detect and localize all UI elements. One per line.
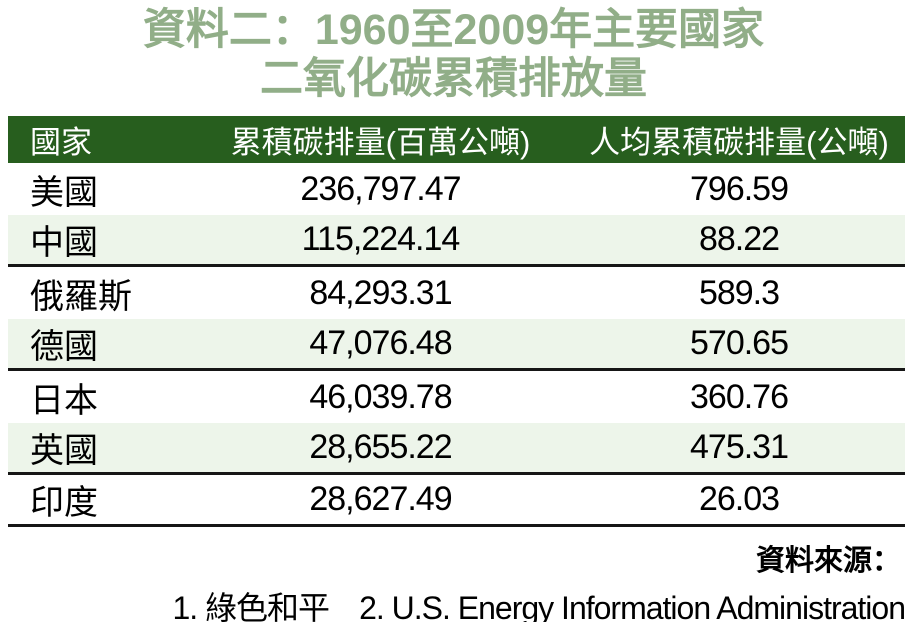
source-label: 資料來源：: [755, 545, 901, 577]
cell-country: 俄羅斯: [30, 277, 132, 316]
table-row: 印度 28,627.49 26.03: [8, 475, 905, 527]
cell-cumulative: 46,039.78: [309, 377, 452, 416]
column-header-per-capita: 人均累積碳排量(公噸): [589, 125, 889, 160]
cell-country: 德國: [30, 328, 98, 366]
table-row: 中國 115,224.14 88.22: [8, 215, 905, 267]
cell-per-capita: 360.76: [690, 377, 789, 416]
cell-per-capita: 570.65: [690, 324, 789, 362]
cell-cumulative: 115,224.14: [301, 220, 461, 258]
table-row: 俄羅斯 84,293.31 589.3: [8, 267, 905, 319]
cell-cumulative: 28,655.22: [309, 428, 452, 466]
column-header-country: 國家: [30, 125, 92, 160]
page-title-line2: 二氧化碳累積排放量: [260, 55, 647, 103]
table-header-row: 國家 累積碳排量(百萬公噸) 人均累積碳排量(公噸): [8, 116, 905, 163]
cell-per-capita: 26.03: [698, 480, 780, 518]
emissions-table: 國家 累積碳排量(百萬公噸) 人均累積碳排量(公噸) 美國 236,797.47…: [8, 116, 905, 527]
cell-cumulative: 236,797.47: [300, 169, 461, 208]
cell-per-capita: 475.31: [690, 428, 789, 466]
source-item-eia: 2. U.S. Energy Information Administratio…: [359, 590, 906, 622]
source-list: 1. 綠色和平 2. U.S. Energy Information Admini…: [0, 583, 907, 622]
cell-country: 中國: [30, 224, 98, 262]
table-row: 德國 47,076.48 570.65: [8, 319, 905, 371]
table-row: 英國 28,655.22 475.31: [8, 423, 905, 475]
column-header-cumulative: 累積碳排量(百萬公噸): [230, 125, 531, 160]
cell-cumulative: 47,076.48: [309, 324, 452, 362]
page-title: 資料二：1960至2009年主要國家 二氧化碳累積排放量: [0, 6, 907, 104]
cell-per-capita: 88.22: [698, 220, 780, 258]
cell-per-capita: 796.59: [690, 169, 789, 208]
cell-per-capita: 589.3: [698, 273, 780, 312]
source-item-greenpeace: 1. 綠色和平: [172, 590, 330, 622]
cell-cumulative: 28,627.49: [309, 480, 452, 518]
page: 資料二：1960至2009年主要國家 二氧化碳累積排放量 國家 累積碳排量(百萬…: [0, 6, 907, 622]
cell-cumulative: 84,293.31: [309, 273, 452, 312]
page-title-line1: 資料二：1960至2009年主要國家: [142, 6, 765, 54]
table-row: 日本 46,039.78 360.76: [8, 371, 905, 423]
cell-country: 日本: [30, 381, 98, 420]
cell-country: 印度: [30, 484, 98, 522]
cell-country: 英國: [30, 432, 98, 470]
table-row: 美國 236,797.47 796.59: [8, 163, 905, 215]
cell-country: 美國: [30, 173, 98, 212]
